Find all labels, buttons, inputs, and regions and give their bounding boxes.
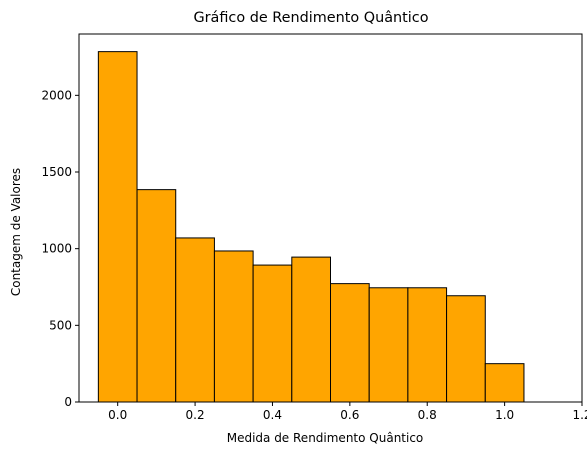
x-axis-label: Medida de Rendimento Quântico xyxy=(227,431,424,445)
histogram-bar-0 xyxy=(97,51,138,403)
histogram-bar-6 xyxy=(330,283,370,403)
x-tick-label: 0.6 xyxy=(340,408,359,422)
histogram-bar-10 xyxy=(484,363,525,403)
plot-frame xyxy=(78,33,583,403)
y-tick-label: 1000 xyxy=(41,242,72,256)
x-tick-label: 0.2 xyxy=(186,408,205,422)
x-tick-label: 0.0 xyxy=(108,408,127,422)
x-axis-ticks: 0.0 0.2 0.4 0.6 0.8 1.0 1.2 xyxy=(108,402,587,422)
histogram-bar-5 xyxy=(291,256,331,403)
y-axis-ticks: 0 500 1000 1500 2000 xyxy=(41,88,79,409)
x-tick-label: 1.2 xyxy=(572,408,587,422)
y-tick-label: 0 xyxy=(64,395,72,409)
bars-group xyxy=(97,51,563,403)
y-axis-label: Contagem de Valores xyxy=(9,168,23,296)
histogram-bar-2 xyxy=(175,237,215,403)
histogram-bar-8 xyxy=(407,287,448,403)
chart-title: Gráfico de Rendimento Quântico xyxy=(193,10,428,26)
histogram-bar-3 xyxy=(213,250,254,403)
histogram-bar-9 xyxy=(446,295,486,403)
x-tick-label: 0.4 xyxy=(263,408,282,422)
x-tick-label: 0.8 xyxy=(418,408,437,422)
y-tick-label: 2000 xyxy=(41,88,72,102)
histogram-bar-1 xyxy=(136,189,177,403)
y-tick-label: 1500 xyxy=(41,165,72,179)
histogram-bar-7 xyxy=(368,287,409,403)
histogram-bar-4 xyxy=(252,264,293,403)
x-tick-label: 1.0 xyxy=(495,408,514,422)
y-tick-label: 500 xyxy=(49,318,72,332)
